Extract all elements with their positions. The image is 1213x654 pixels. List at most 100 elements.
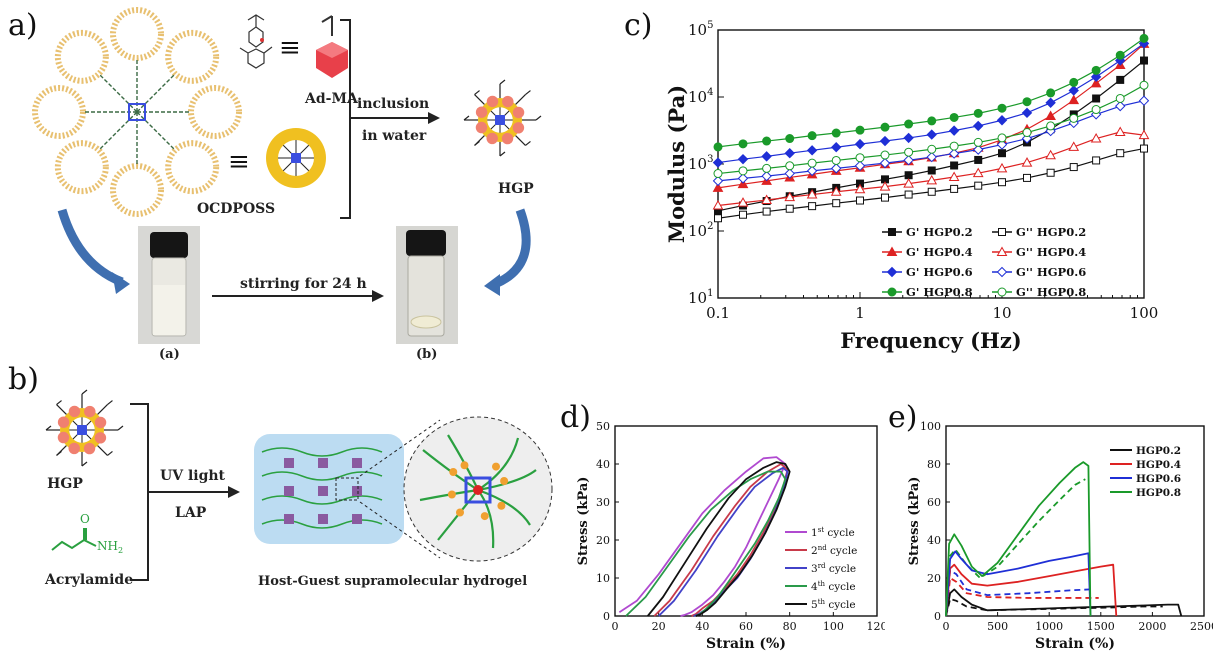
chart-c-data-point bbox=[1022, 128, 1032, 138]
chart-c-legend-label: G' HGP0.6 bbox=[906, 265, 973, 279]
chart-c-data-point bbox=[761, 151, 772, 162]
chart-c-data-point bbox=[831, 142, 842, 153]
chart-d-legend-label: 5th cycle bbox=[811, 598, 856, 611]
ad-ma-molecule-icon bbox=[239, 14, 273, 69]
chart-e-dashed-series-line bbox=[945, 597, 1163, 617]
chart-c-data-point bbox=[714, 214, 722, 223]
chart-e-ytick-label: 0 bbox=[934, 610, 941, 623]
chart-c-data-point bbox=[996, 139, 1008, 150]
chart-d-xtick-label: 60 bbox=[739, 620, 753, 633]
chart-c-data-point bbox=[807, 158, 817, 168]
chart-d-xlabel: Strain (%) bbox=[706, 636, 786, 652]
stirring-text: stirring for 24 h bbox=[240, 276, 367, 292]
chart-c-data-point bbox=[1090, 77, 1102, 88]
zoom-line-top bbox=[359, 419, 441, 477]
chart-c-data-point bbox=[1139, 33, 1149, 43]
chart-c-data-point bbox=[854, 138, 866, 150]
chart-e-series-line bbox=[945, 461, 1092, 617]
vial-a-label: (a) bbox=[159, 347, 180, 360]
chart-c-data-point bbox=[904, 171, 913, 180]
chart-c-legend-marker bbox=[997, 287, 1007, 297]
chart-c-legend-marker bbox=[996, 246, 1008, 256]
chart-c-data-point bbox=[1138, 129, 1150, 140]
chart-c-data-point bbox=[855, 125, 865, 135]
chart-d-ytick-label: 0 bbox=[603, 610, 610, 623]
chart-c-data-point bbox=[712, 157, 724, 168]
chart-e-ytick-label: 40 bbox=[927, 534, 941, 547]
chart-e-legend-label: HGP0.2 bbox=[1136, 445, 1181, 457]
chart-e-series-line bbox=[945, 588, 1183, 617]
chart-d-series-line bbox=[618, 456, 787, 617]
chart-c-data-point bbox=[737, 178, 749, 189]
inclusion-text: inclusion bbox=[357, 96, 429, 112]
chart-c-data-point bbox=[950, 184, 959, 193]
chart-c-data-point bbox=[831, 128, 841, 138]
chart-c-data-point bbox=[761, 170, 772, 182]
chart-c-data-point bbox=[973, 120, 984, 132]
chart-c-data-point bbox=[881, 193, 890, 202]
chart-c-data-point bbox=[1069, 113, 1079, 123]
chart-c-data-point bbox=[903, 154, 914, 166]
panel-label-d: d) bbox=[560, 400, 591, 435]
chart-d-xtick-label: 20 bbox=[652, 620, 666, 633]
equiv-symbol-1: ≡ bbox=[279, 33, 301, 63]
chart-c-data-point bbox=[1092, 156, 1101, 165]
ad-ma-label: Ad-MA bbox=[304, 91, 359, 107]
chart-c-data-point bbox=[948, 171, 960, 181]
chart-c-data-point bbox=[712, 182, 724, 192]
chart-c-data-point bbox=[998, 149, 1006, 158]
chart-e-xtick-label: 1500 bbox=[1087, 620, 1115, 633]
chart-c-data-point bbox=[762, 207, 771, 216]
chart-c-data-point bbox=[712, 200, 724, 210]
chart-c-data-point bbox=[738, 166, 748, 176]
chart-c-data-point bbox=[997, 103, 1007, 113]
hydrogel-label: Host-Guest supramolecular hydrogel bbox=[258, 574, 527, 589]
hgp-label-a: HGP bbox=[498, 181, 534, 197]
chart-c-legend-marker bbox=[887, 287, 897, 297]
chart-c-data-point bbox=[1069, 163, 1078, 172]
chart-c-data-point bbox=[879, 135, 891, 147]
chart-c-data-point bbox=[1090, 71, 1102, 83]
curved-arrow-left bbox=[57, 208, 124, 287]
chart-e-ytick-label: 100 bbox=[920, 420, 941, 433]
chart-e-ytick-label: 60 bbox=[927, 496, 941, 509]
chart-e-dashed-series-line bbox=[945, 568, 1091, 617]
chart-c-data-point bbox=[949, 141, 959, 151]
chart-c-data-point bbox=[1091, 65, 1101, 75]
hgp-label-b: HGP bbox=[47, 476, 83, 492]
chart-c-data-point bbox=[737, 197, 749, 207]
chart-e-legend-label: HGP0.4 bbox=[1136, 459, 1181, 471]
hgp-cartoon-icon bbox=[463, 79, 542, 157]
chart-c-data-point bbox=[927, 116, 937, 126]
chart-c-data-point bbox=[973, 137, 983, 147]
chart-c-data-point bbox=[950, 161, 959, 170]
chart-c-modulus-frequency: 0.1 1 10 100 101 102 103 104 105 Frequency (Hz) Mo… bbox=[664, 20, 1158, 353]
chart-e-plot-area bbox=[945, 425, 1205, 617]
vial-photo-a bbox=[138, 226, 200, 344]
chart-c-legend-label: G'' HGP0.4 bbox=[1016, 245, 1086, 259]
chart-c-legend-label: G' HGP0.8 bbox=[906, 285, 973, 299]
panel-b-schematic: HGP O NH2 Acrylamide UV light LAP Host-G… bbox=[44, 389, 553, 589]
chart-c-data-point bbox=[997, 133, 1007, 143]
chart-c-data-point bbox=[904, 119, 914, 129]
chart-c-data-point bbox=[1068, 141, 1080, 151]
chart-c-xlabel: Frequency (Hz) bbox=[840, 328, 1021, 353]
chart-c-data-point bbox=[926, 151, 937, 163]
ocdposs-label: OCDPOSS bbox=[197, 201, 275, 217]
chart-c-data-point bbox=[903, 132, 914, 144]
chart-c-xtick-label: 10 bbox=[992, 304, 1011, 322]
chart-d-ytick-label: 50 bbox=[596, 420, 610, 433]
panel-label-e: e) bbox=[888, 400, 918, 435]
panel-a-schematic: OCDPOSS ≡ Ad-MA ≡ inclusion in water HGP… bbox=[32, 7, 542, 360]
chart-e-dashed-series-line bbox=[945, 576, 1099, 617]
chart-c-data-point bbox=[949, 112, 959, 122]
chart-c-data-point bbox=[1116, 75, 1125, 84]
chart-d-xtick-label: 80 bbox=[783, 620, 797, 633]
chart-c-data-point bbox=[738, 139, 748, 149]
ad-ma-cartoon-icon bbox=[316, 15, 348, 78]
chart-e-xtick-label: 2000 bbox=[1138, 620, 1166, 633]
chart-c-data-point bbox=[784, 191, 796, 202]
chart-c-data-point bbox=[1140, 144, 1148, 153]
acrylamide-label: Acrylamide bbox=[44, 572, 133, 588]
